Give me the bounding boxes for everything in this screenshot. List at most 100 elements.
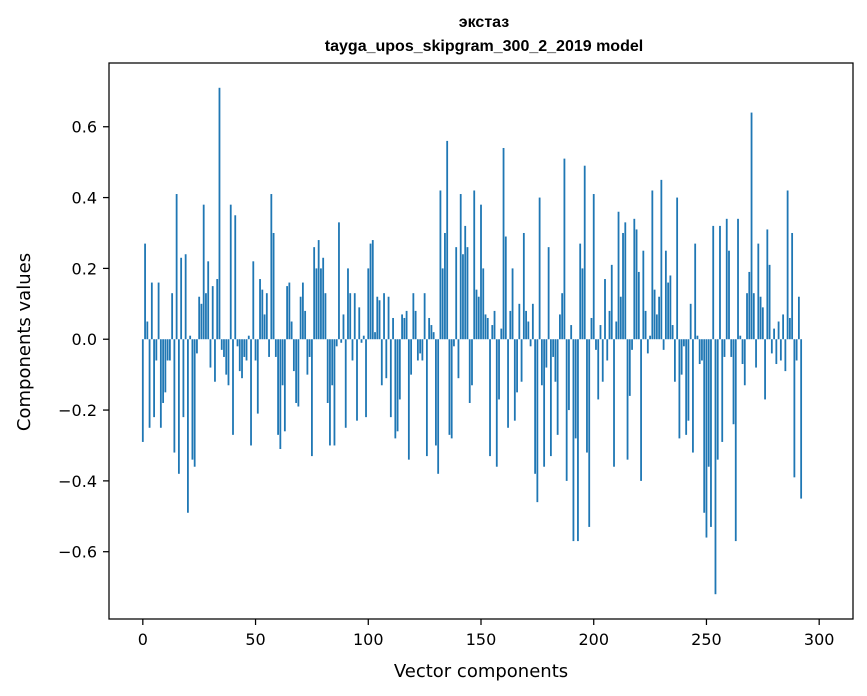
bar [678,339,681,439]
bar [788,317,791,340]
bar [453,339,455,347]
bar [563,158,566,340]
bar [531,303,534,340]
bar [311,339,313,457]
bar [220,339,223,350]
bar [741,339,744,365]
bar [428,317,431,340]
bar [687,339,690,421]
bar [725,218,728,340]
bar [543,339,546,467]
bar [631,339,633,350]
bar [324,293,327,340]
bar [480,204,482,340]
bar [403,317,406,340]
bar [529,339,532,347]
bar [157,282,160,340]
bar [468,339,471,403]
x-tick-label: 100 [353,630,384,649]
bar [770,339,773,354]
bar [673,339,676,382]
bar [513,339,516,421]
bar [410,339,413,375]
bar [779,339,782,361]
bar [683,339,685,347]
bar [714,339,717,595]
bar [797,296,800,340]
bar [331,339,334,386]
x-tick-label: 300 [804,630,835,649]
bar [534,339,537,474]
bar [655,314,658,340]
bar [387,296,390,340]
bar [730,339,733,357]
bar [168,339,171,361]
bar [191,339,194,460]
bar [177,339,180,474]
bar [166,339,169,361]
bar [455,247,458,340]
bar [493,310,496,340]
x-tick-label: 50 [245,630,265,649]
bar [538,197,541,340]
bar [628,339,631,396]
bar [570,325,573,340]
bar [342,314,345,340]
bar [218,87,221,340]
bar [360,339,363,343]
bar [306,339,309,375]
bar [572,339,575,542]
bar [290,321,293,340]
bar [187,339,189,513]
bar [518,303,521,340]
bar [773,328,775,340]
bar [477,296,480,340]
bar [635,229,638,340]
bar [356,339,358,421]
x-tick-label: 0 [138,630,148,649]
bar [362,335,365,340]
bar [646,339,649,354]
bar [466,247,469,340]
bar [752,293,755,340]
bar [295,339,298,403]
bar [333,339,336,446]
bar [430,325,433,340]
bar [398,339,401,400]
bar [171,293,174,340]
bar [265,293,268,340]
bar [800,339,803,499]
bar [313,247,316,340]
bar [705,339,708,538]
bar [525,310,527,340]
bar [622,232,624,340]
bar [491,325,494,340]
bar [227,339,230,386]
bar [732,339,735,425]
bar [320,268,322,340]
bar [241,339,243,379]
bar [577,339,579,542]
bar [184,254,187,340]
bar [484,314,487,340]
bar [281,339,284,386]
bar [272,232,275,340]
y-tick-label: 0.6 [72,118,97,137]
bar [624,222,627,340]
bar [347,268,349,340]
y-tick-label: 0.4 [72,189,97,208]
bar [737,218,739,340]
bar [304,310,307,340]
bar [475,289,478,340]
bar [784,339,787,372]
bar [396,339,399,432]
y-tick-label: −0.2 [58,401,97,420]
bar [383,293,385,340]
bar [335,339,338,347]
bar [509,310,512,340]
bar [274,339,277,357]
bar [243,339,246,357]
bar [225,339,228,375]
bar [516,339,518,393]
